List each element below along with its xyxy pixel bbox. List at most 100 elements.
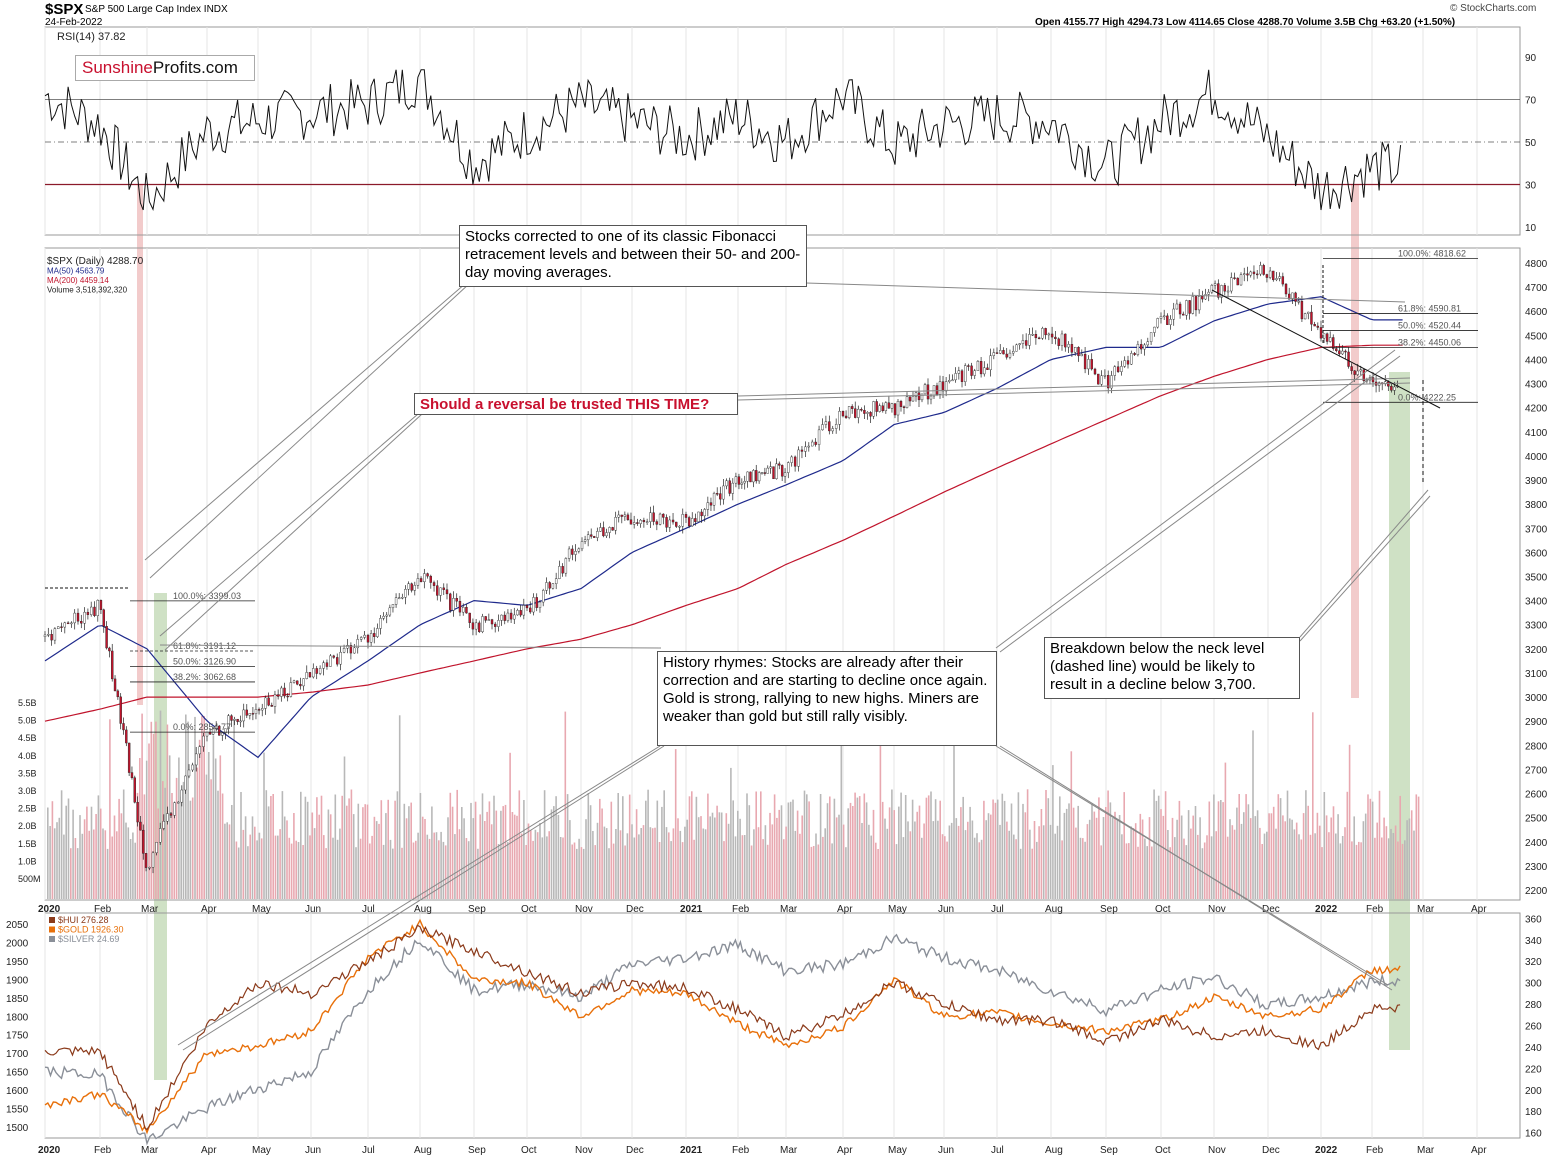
- volume-bar: [1171, 817, 1174, 899]
- volume-tick-label: 4.5B: [18, 733, 37, 743]
- candle-body: [1110, 375, 1113, 389]
- volume-bar: [81, 833, 84, 899]
- volume-bar: [182, 781, 185, 899]
- price-tick-label: 2300: [1525, 862, 1548, 873]
- candle-body: [516, 610, 519, 616]
- candle-body: [1113, 366, 1117, 376]
- volume-bar: [1413, 830, 1415, 899]
- volume-bar: [1132, 828, 1135, 899]
- volume-bar: [116, 831, 118, 899]
- candle-body: [1316, 325, 1320, 328]
- candle-body: [908, 396, 912, 402]
- volume-bar: [707, 793, 709, 899]
- candle-body: [1307, 311, 1310, 314]
- volume-bar: [626, 833, 629, 899]
- metals-x-tick-label: Aug: [414, 1145, 432, 1156]
- candle-body: [1262, 265, 1265, 275]
- volume-bar: [771, 824, 774, 899]
- volume-bar: [1003, 800, 1006, 899]
- candle-body: [89, 606, 93, 615]
- candle-body: [629, 519, 633, 525]
- volume-bar: [72, 809, 74, 899]
- volume-bar: [316, 797, 318, 899]
- rsi-tick-label: 30: [1525, 181, 1537, 192]
- candle-body: [1294, 292, 1297, 302]
- volume-bar: [914, 821, 916, 899]
- candle-body: [976, 361, 980, 371]
- price-x-tick-label: Sep: [468, 904, 486, 915]
- candle-body: [605, 532, 608, 537]
- candle-body: [346, 645, 349, 649]
- metals-x-tick-label: Dec: [1262, 1145, 1280, 1156]
- volume-bar: [1001, 793, 1004, 899]
- candle-body: [1194, 296, 1198, 311]
- volume-bar: [265, 790, 268, 899]
- volume-bar: [806, 794, 808, 899]
- candle-body: [887, 402, 891, 409]
- metals-left-tick: 1550: [6, 1104, 29, 1115]
- volume-bar: [1293, 829, 1296, 899]
- candle-body: [590, 534, 593, 537]
- candle-body: [1182, 313, 1185, 316]
- volume-bar: [1245, 794, 1247, 899]
- rsi-line: [44, 69, 1402, 211]
- candle-body: [1275, 278, 1278, 281]
- candle-body: [675, 521, 678, 527]
- candle-body: [586, 534, 590, 540]
- volume-bar: [566, 794, 569, 899]
- volume-tick-label: 2.0B: [18, 821, 37, 831]
- candle-body: [1265, 274, 1269, 278]
- volume-bar: [104, 830, 107, 899]
- volume-bar: [394, 800, 396, 899]
- volume-bar: [433, 832, 435, 899]
- price-x-tick-label: Apr: [837, 904, 853, 915]
- candle-body: [490, 619, 494, 625]
- volume-bar: [1270, 813, 1273, 899]
- volume-bar: [339, 828, 341, 899]
- candle-body: [954, 373, 957, 381]
- price-x-tick-label: Sep: [1100, 904, 1118, 915]
- volume-bar: [1187, 810, 1190, 899]
- volume-bar: [463, 818, 465, 899]
- volume-bar: [369, 843, 371, 899]
- candle-body: [1371, 377, 1375, 383]
- metals-right-tick: 320: [1525, 957, 1542, 968]
- candle-body: [712, 493, 716, 506]
- volume-bar: [1006, 821, 1008, 899]
- volume-bar: [1360, 842, 1362, 899]
- volume-bar: [415, 840, 417, 899]
- metals-x-tick-label: Sep: [468, 1145, 486, 1156]
- volume-bar: [380, 800, 383, 899]
- metals-right-tick: 240: [1525, 1043, 1542, 1054]
- volume-bar: [941, 834, 944, 899]
- volume-bar: [1098, 797, 1100, 899]
- candle-body: [105, 626, 108, 649]
- volume-bar: [955, 818, 958, 899]
- volume-bar: [440, 831, 442, 899]
- candle-body: [1328, 337, 1332, 342]
- metals-right-tick: 180: [1525, 1107, 1542, 1118]
- candle-body: [548, 582, 551, 589]
- candle-body: [1172, 308, 1175, 320]
- candle-body: [938, 381, 942, 395]
- candle-body: [151, 852, 155, 868]
- candle-body: [369, 633, 373, 643]
- volume-bar: [819, 794, 822, 899]
- volume-bar: [378, 823, 380, 899]
- volume-bar: [1344, 827, 1346, 899]
- volume-bar: [592, 831, 594, 899]
- candle-body: [388, 607, 392, 616]
- price-x-tick-label: Mar: [141, 904, 159, 915]
- volume-bar: [481, 793, 484, 899]
- candle-body: [1159, 316, 1163, 319]
- volume-bar: [509, 752, 511, 899]
- candle-body: [623, 514, 627, 517]
- candle-body: [1044, 328, 1047, 336]
- candle-body: [142, 829, 145, 854]
- candle-body: [276, 694, 280, 697]
- volume-bar: [1291, 819, 1293, 899]
- gold-line: [44, 918, 1401, 1135]
- candle-body: [233, 718, 236, 721]
- metals-x-tick-label: Feb: [732, 1145, 750, 1156]
- volume-bar: [530, 830, 532, 899]
